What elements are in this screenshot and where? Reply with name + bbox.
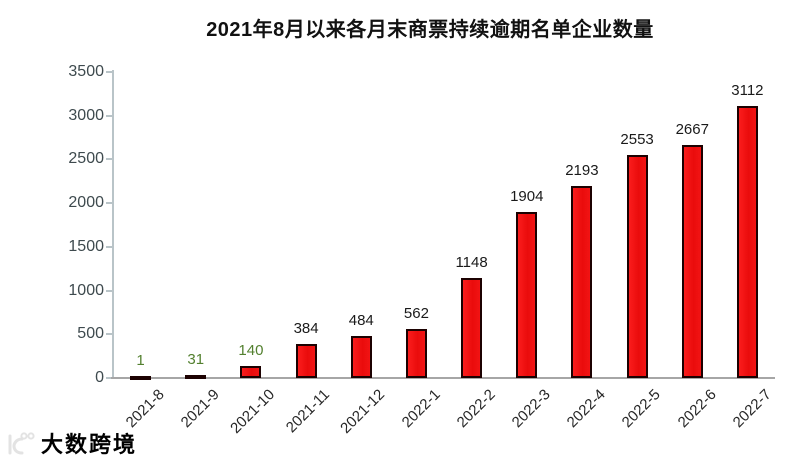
y-axis-tick-mark bbox=[106, 71, 112, 73]
bar bbox=[295, 344, 317, 378]
x-axis-tick-label: 2021-8 bbox=[122, 386, 168, 432]
y-axis-tick-label: 2000 bbox=[68, 194, 104, 212]
y-axis-tick-mark bbox=[106, 333, 112, 336]
bar-value-label: 3112 bbox=[731, 81, 764, 99]
x-axis-line bbox=[111, 377, 775, 379]
x-axis-tick-label: 2022-2 bbox=[453, 386, 499, 432]
bar-value-label: 1148 bbox=[455, 253, 488, 271]
bar-value-label: 140 bbox=[238, 341, 264, 359]
y-axis-tick-label: 3000 bbox=[68, 106, 104, 124]
y-axis-tick-mark bbox=[106, 114, 112, 117]
bar bbox=[185, 375, 207, 380]
bar bbox=[130, 376, 152, 380]
y-axis-tick-mark bbox=[106, 245, 112, 248]
bar bbox=[681, 144, 703, 378]
bar-value-label: 2667 bbox=[675, 120, 709, 138]
x-axis-tick-label: 2022-7 bbox=[729, 386, 775, 432]
bar bbox=[736, 105, 758, 378]
y-axis-tick-mark bbox=[106, 377, 112, 379]
watermark: 大数跨境 bbox=[6, 427, 137, 459]
bar bbox=[405, 328, 427, 378]
x-axis-tick-label: 2022-1 bbox=[398, 386, 444, 432]
y-axis-tick-label: 500 bbox=[77, 325, 104, 343]
x-axis-tick-label: 2022-3 bbox=[508, 386, 554, 432]
x-axis-tick-label: 2021-10 bbox=[226, 386, 278, 437]
y-axis-tick-label: 1000 bbox=[68, 281, 104, 299]
bar bbox=[626, 154, 648, 378]
x-axis-tick-label: 2022-4 bbox=[563, 386, 609, 432]
bar-value-label: 2193 bbox=[565, 162, 599, 180]
bar bbox=[461, 277, 483, 378]
y-axis-tick-mark bbox=[106, 289, 112, 292]
bar-value-label: 484 bbox=[348, 311, 374, 329]
y-axis-tick-label: 0 bbox=[95, 369, 104, 386]
y-axis-tick-label: 1500 bbox=[68, 237, 104, 255]
bar bbox=[240, 365, 262, 378]
x-axis-tick-label: 2021-11 bbox=[282, 386, 334, 437]
watermark-text: 大数跨境 bbox=[41, 432, 138, 457]
bar bbox=[516, 211, 538, 378]
x-axis-tick-label: 2021-9 bbox=[177, 386, 223, 432]
bar-value-label: 1904 bbox=[510, 187, 544, 205]
bar-value-label: 562 bbox=[403, 304, 429, 322]
x-axis-tick-label: 2021-12 bbox=[337, 386, 389, 437]
bar-value-label: 384 bbox=[293, 320, 319, 338]
y-axis-tick-label: 2500 bbox=[68, 150, 104, 168]
bar-value-label: 31 bbox=[187, 351, 205, 369]
bar bbox=[350, 335, 372, 378]
chart-title: 2021年8月以来各月末商票持续逾期名单企业数量 bbox=[206, 19, 654, 41]
y-axis-tick-mark bbox=[106, 202, 112, 205]
y-axis-tick-label: 3500 bbox=[68, 63, 104, 80]
bar bbox=[571, 186, 593, 378]
bar-value-label: 1 bbox=[136, 352, 145, 369]
bar-value-label: 2553 bbox=[620, 130, 654, 148]
y-axis-line bbox=[112, 70, 114, 378]
dashu-kuajing-logo-icon bbox=[8, 432, 35, 455]
x-axis-tick-label: 2022-6 bbox=[674, 386, 720, 432]
x-axis-tick-label: 2022-5 bbox=[619, 386, 665, 432]
y-axis-tick-mark bbox=[106, 158, 112, 161]
